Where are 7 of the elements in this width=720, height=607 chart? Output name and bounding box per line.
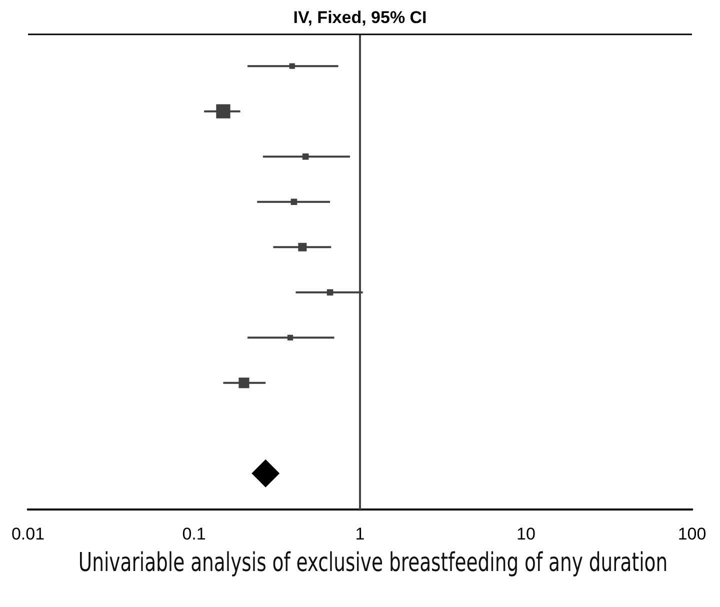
- x-tick-label: 0.01: [11, 524, 45, 544]
- x-tick-label: 100: [678, 524, 706, 544]
- text: Univariable analysis of exclusive breastfeeding of any duration: [78, 548, 668, 578]
- x-tick-label: 10: [516, 524, 536, 544]
- chart-title: IV, Fixed, 95% CI: [293, 8, 427, 27]
- x-tick-label: 0.1: [182, 524, 206, 544]
- x-tick-label: 1: [355, 524, 365, 544]
